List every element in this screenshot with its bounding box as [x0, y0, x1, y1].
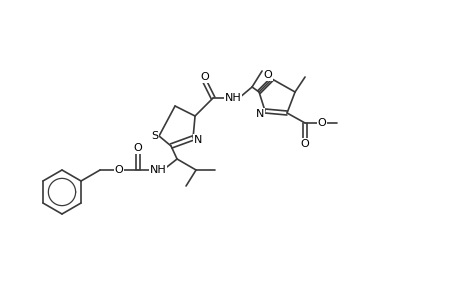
Text: NH: NH [149, 165, 166, 175]
Text: S: S [151, 131, 158, 141]
Text: O: O [200, 72, 209, 82]
Text: N: N [193, 135, 202, 145]
Text: O: O [263, 70, 272, 80]
Text: O: O [134, 143, 142, 153]
Text: O: O [300, 139, 309, 149]
Text: NH: NH [224, 93, 241, 103]
Text: N: N [255, 109, 263, 119]
Text: O: O [317, 118, 326, 128]
Text: O: O [114, 165, 123, 175]
